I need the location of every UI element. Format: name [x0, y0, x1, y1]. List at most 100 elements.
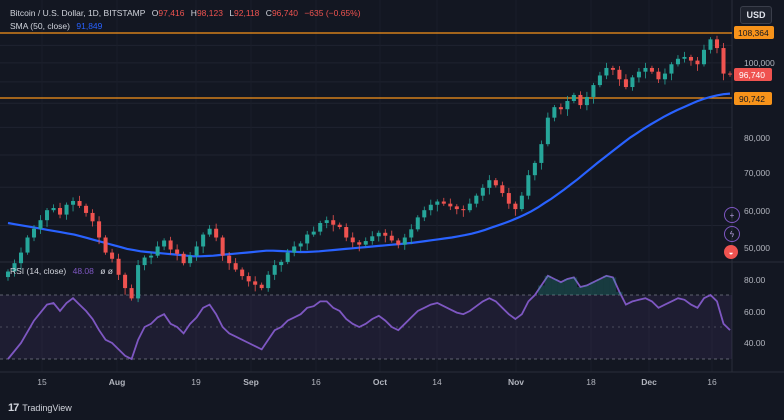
candle — [669, 64, 674, 74]
plus-icon[interactable]: + — [724, 207, 740, 223]
candle — [526, 175, 531, 196]
candle — [532, 162, 537, 176]
candle — [298, 243, 303, 247]
candle — [32, 228, 37, 238]
rsi-overbought-fill — [538, 285, 545, 295]
candle — [90, 212, 95, 222]
candle — [214, 228, 219, 238]
candle — [344, 227, 349, 238]
rsi-tick-label: 40.00 — [744, 338, 766, 348]
rsi-overbought-fill — [603, 275, 610, 295]
lightning-icon[interactable]: ϟ — [724, 226, 740, 242]
x-tick-label: Dec — [641, 377, 657, 387]
candle — [77, 200, 82, 206]
support-price-label: 90,742 — [739, 94, 765, 104]
candle — [240, 269, 245, 277]
candle — [207, 228, 212, 235]
x-tick-label: 15 — [37, 377, 47, 387]
ohlc-open: O97,416 — [151, 8, 185, 18]
candle — [415, 217, 420, 230]
candle — [331, 220, 336, 225]
candle — [272, 265, 277, 275]
symbol-legend[interactable]: Bitcoin / U.S. Dollar, 1D, BITSTAMP O97,… — [10, 8, 365, 18]
rsi-label: RSI (14, close) — [10, 266, 67, 276]
candle — [162, 240, 167, 247]
y-tick-label: 100,000 — [744, 58, 775, 68]
candle — [188, 255, 193, 264]
rsi-overbought-fill — [609, 277, 617, 295]
candle — [5, 271, 11, 278]
resistance-price-label: 108,364 — [738, 28, 769, 38]
candle — [305, 234, 310, 244]
ohlc-low: L92,118 — [229, 8, 260, 18]
rsi-legend[interactable]: RSI (14, close) 48.08 ø ø — [10, 266, 117, 276]
candle — [233, 263, 238, 270]
candle — [662, 73, 667, 80]
candle — [610, 67, 615, 70]
candle-layer — [5, 35, 733, 303]
sma-legend[interactable]: SMA (50, close) 91,849 — [10, 21, 106, 31]
candle — [688, 56, 693, 61]
candle — [318, 223, 323, 232]
rsi-overbought-fill — [583, 285, 591, 295]
resistance-price-badge — [734, 26, 774, 39]
y-tick-label: 60,000 — [744, 206, 770, 216]
sma-value: 91,849 — [76, 21, 103, 31]
candle — [25, 237, 30, 253]
candle — [110, 252, 115, 259]
candle — [227, 255, 232, 264]
x-tick-label: 16 — [311, 377, 321, 387]
support-price-badge — [734, 92, 772, 105]
currency-button[interactable]: USD — [740, 6, 772, 24]
rsi-overbought-fill — [544, 275, 552, 295]
y-tick-label: 80,000 — [744, 133, 770, 143]
candle — [493, 180, 498, 186]
candle — [604, 67, 609, 76]
sma-label: SMA (50, close) — [10, 21, 70, 31]
candle — [116, 258, 121, 275]
rsi-extra: ø ø — [100, 266, 113, 276]
rsi-line[interactable] — [7, 274, 731, 361]
candle — [714, 39, 720, 49]
rsi-overbought-fill — [557, 282, 565, 295]
sma-line[interactable] — [7, 92, 731, 258]
candle — [695, 60, 700, 65]
candle — [253, 281, 258, 285]
candle — [136, 265, 141, 299]
x-tick-label: Aug — [109, 377, 126, 387]
candle — [441, 201, 446, 204]
candle — [565, 101, 570, 110]
candle — [617, 69, 622, 80]
rsi-overbought-fill — [596, 279, 604, 295]
ohlc-high: H98,123 — [190, 8, 223, 18]
candle — [597, 75, 602, 86]
candle — [389, 235, 394, 241]
candle — [246, 276, 251, 282]
y-tick-label: 50,000 — [744, 243, 770, 253]
x-tick-label: Oct — [373, 377, 387, 387]
candle — [636, 71, 641, 78]
candle — [58, 208, 63, 215]
x-tick-label: 14 — [432, 377, 442, 387]
candle — [337, 224, 342, 228]
candle — [350, 237, 355, 243]
tradingview-logo[interactable]: 17 TradingView — [8, 402, 72, 414]
candle — [51, 208, 56, 211]
alert-icon[interactable]: ◒ — [724, 245, 738, 259]
x-tick-label: Sep — [243, 377, 259, 387]
rsi-overbought-fill — [590, 282, 597, 295]
candle — [539, 144, 544, 163]
candle — [363, 241, 368, 245]
candle — [727, 73, 733, 75]
candle — [649, 67, 654, 72]
candle — [682, 56, 687, 59]
rsi-tick-label: 60.00 — [744, 307, 766, 317]
candle — [64, 204, 69, 215]
candle — [721, 48, 726, 74]
candle — [584, 96, 589, 106]
candle — [311, 231, 316, 235]
candle — [279, 261, 284, 266]
candle — [168, 240, 173, 250]
